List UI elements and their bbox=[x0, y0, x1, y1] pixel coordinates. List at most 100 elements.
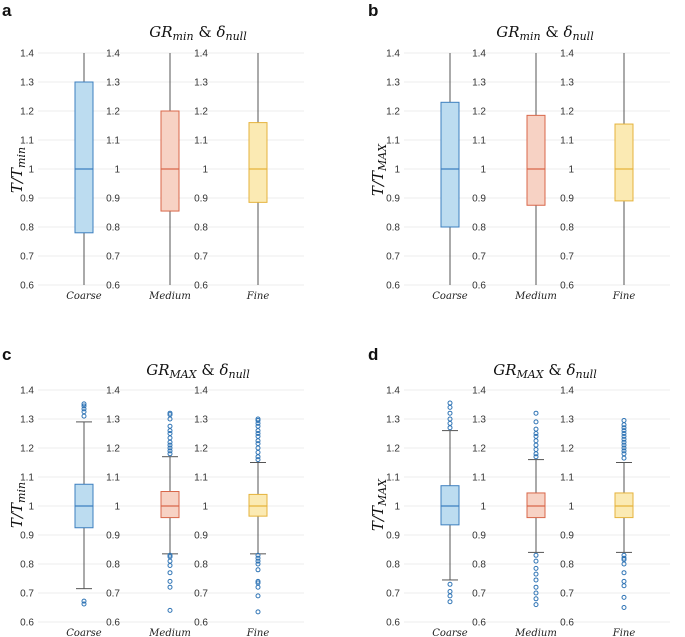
outlier-point bbox=[255, 416, 261, 422]
outlier-point bbox=[621, 455, 627, 461]
title-amp: & bbox=[197, 361, 220, 379]
y-tick-label: 1.2 bbox=[560, 107, 574, 118]
box-medium bbox=[160, 491, 180, 519]
y-tick-label: 0.6 bbox=[106, 618, 120, 629]
y-tick-label: 0.6 bbox=[194, 618, 208, 629]
panel-label-a: a bbox=[2, 1, 12, 20]
y-tick-label: 0.8 bbox=[472, 223, 486, 234]
y-tick-label: 1 bbox=[480, 165, 486, 176]
panel-c: c GRMAX & δnull T/Tmin 0.6 0.7 0.8 0.9 1 1.1 1.2 1… bbox=[2, 345, 304, 637]
title-main: GR bbox=[146, 361, 169, 379]
y-tick-label: 0.8 bbox=[560, 560, 574, 571]
outlier-point bbox=[167, 552, 173, 558]
outlier-point bbox=[533, 419, 539, 425]
y-tick-label: 0.9 bbox=[194, 531, 208, 542]
y-tick-label: 1 bbox=[568, 502, 574, 513]
y-tick-label: 0.8 bbox=[20, 223, 34, 234]
category-label: Medium bbox=[148, 628, 191, 637]
outlier-point bbox=[255, 441, 261, 447]
outlier-point bbox=[81, 406, 87, 412]
outlier-point bbox=[167, 584, 173, 590]
panel-label-d: d bbox=[368, 345, 378, 364]
outlier-point bbox=[255, 584, 261, 590]
outlier-point bbox=[533, 584, 539, 590]
subplot-coarse: 0.6 0.7 0.8 0.9 1 1.1 1.2 1.3 1.4 Coarse bbox=[386, 386, 496, 637]
y-tick-label: 0.7 bbox=[386, 589, 400, 600]
y-tick-label: 0.7 bbox=[20, 589, 34, 600]
y-tick-label: 0.7 bbox=[20, 252, 34, 263]
title-delta-sub: null bbox=[576, 368, 598, 381]
y-tick-label: 0.6 bbox=[20, 618, 34, 629]
y-tick-label: 0.7 bbox=[560, 589, 574, 600]
y-tick-label: 1.2 bbox=[386, 444, 400, 455]
y-tick-label: 0.8 bbox=[386, 223, 400, 234]
outlier-point bbox=[533, 596, 539, 602]
y-tick-label: 0.6 bbox=[560, 618, 574, 629]
y-tick-label: 1.4 bbox=[20, 386, 34, 397]
y-tick-label: 1.1 bbox=[106, 473, 120, 484]
y-tick-label: 1.1 bbox=[386, 136, 400, 147]
outlier-point bbox=[533, 571, 539, 577]
box-coarse bbox=[440, 101, 460, 228]
title-sub: MAX bbox=[516, 368, 545, 381]
outlier-point bbox=[255, 423, 261, 429]
outlier-point bbox=[621, 448, 627, 454]
outlier-point bbox=[447, 416, 453, 422]
outlier-point bbox=[533, 442, 539, 448]
y-tick-label: 1 bbox=[568, 165, 574, 176]
box-medium bbox=[160, 110, 180, 212]
title-amp: & bbox=[541, 23, 564, 41]
ylabel-sub: min bbox=[15, 482, 28, 503]
panel-title: GRMAX & δnull bbox=[146, 361, 250, 381]
title-main: GR bbox=[149, 23, 172, 41]
outlier-point bbox=[167, 435, 173, 441]
y-tick-label: 0.9 bbox=[386, 194, 400, 205]
outlier-point bbox=[167, 448, 173, 454]
y-tick-label: 1.2 bbox=[194, 444, 208, 455]
y-tick-label: 0.6 bbox=[560, 281, 574, 292]
box-medium bbox=[526, 114, 546, 206]
subplot-medium: 0.6 0.7 0.8 0.9 1 1.1 1.2 1.3 1.4 Medium bbox=[106, 49, 216, 302]
y-tick-label: 1.4 bbox=[386, 49, 400, 60]
y-tick-label: 0.8 bbox=[106, 223, 120, 234]
outlier-point bbox=[255, 578, 261, 584]
y-tick-label: 0.7 bbox=[386, 252, 400, 263]
y-tick-label: 0.6 bbox=[472, 618, 486, 629]
y-tick-label: 1 bbox=[202, 502, 208, 513]
y-axis-label: T/TMAX bbox=[369, 143, 389, 196]
outlier-point bbox=[621, 428, 627, 434]
y-tick-label: 1 bbox=[202, 165, 208, 176]
y-tick-label: 1.1 bbox=[194, 473, 208, 484]
subplot-fine: 0.6 0.7 0.8 0.9 1 1.1 1.2 1.3 1.4 Fine bbox=[194, 49, 304, 302]
y-tick-label: 0.9 bbox=[20, 531, 34, 542]
y-tick-label: 0.8 bbox=[20, 560, 34, 571]
y-tick-label: 1.4 bbox=[106, 386, 120, 397]
y-tick-label: 1.1 bbox=[560, 473, 574, 484]
y-tick-label: 1.1 bbox=[194, 136, 208, 147]
y-tick-label: 1.1 bbox=[20, 136, 34, 147]
outlier-point bbox=[533, 590, 539, 596]
y-tick-label: 0.7 bbox=[194, 252, 208, 263]
category-label: Fine bbox=[612, 291, 636, 302]
ylabel-main: T/T bbox=[369, 505, 387, 531]
category-label: Coarse bbox=[432, 291, 468, 302]
y-tick-label: 0.7 bbox=[106, 589, 120, 600]
y-tick-label: 1.4 bbox=[194, 386, 208, 397]
outlier-point bbox=[255, 555, 261, 561]
y-tick-label: 1.1 bbox=[106, 136, 120, 147]
y-tick-label: 0.9 bbox=[106, 531, 120, 542]
outlier-point bbox=[533, 433, 539, 439]
y-tick-label: 0.8 bbox=[194, 223, 208, 234]
outlier-point bbox=[81, 409, 87, 415]
outlier-point bbox=[167, 423, 173, 429]
y-tick-label: 0.8 bbox=[194, 560, 208, 571]
y-tick-label: 1.3 bbox=[194, 78, 208, 89]
y-tick-label: 0.7 bbox=[472, 252, 486, 263]
outlier-point bbox=[621, 433, 627, 439]
y-tick-label: 1.2 bbox=[106, 107, 120, 118]
y-tick-label: 1.4 bbox=[560, 49, 574, 60]
y-tick-label: 1.3 bbox=[386, 78, 400, 89]
category-label: Medium bbox=[514, 628, 557, 637]
box-fine bbox=[614, 123, 634, 202]
